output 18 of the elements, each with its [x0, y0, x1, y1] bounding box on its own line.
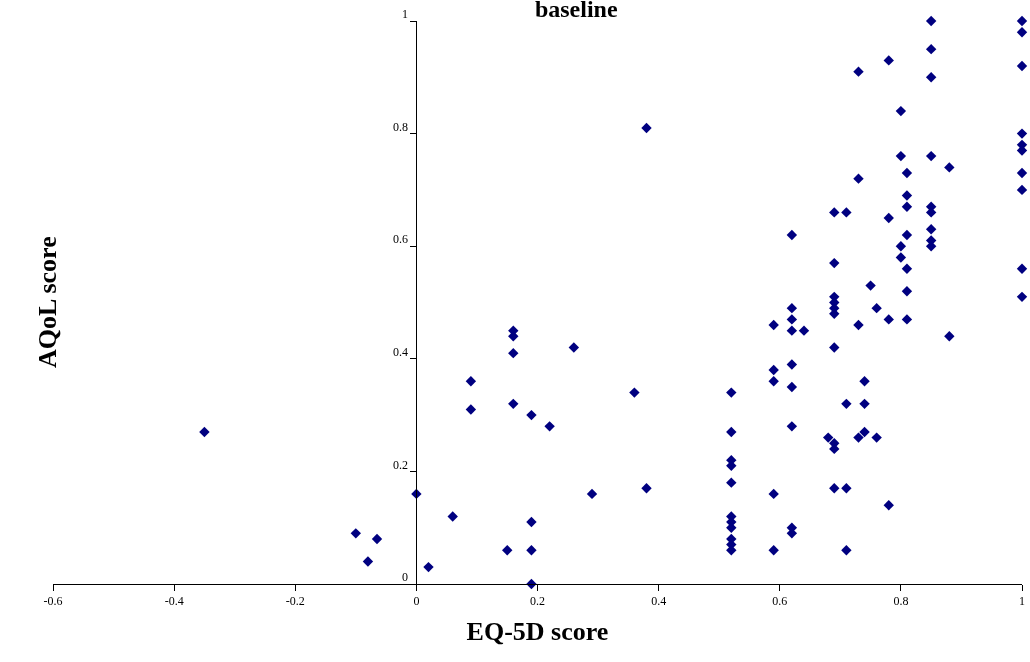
x-tick-label: -0.4: [164, 594, 184, 609]
x-tick-label: 0.6: [772, 594, 788, 609]
y-tick-label: 0: [401, 570, 408, 585]
y-tick-label: 0.6: [392, 232, 408, 247]
y-axis-title: AQoL score: [33, 236, 62, 368]
x-axis-title: EQ-5D score: [466, 617, 609, 647]
chart-title: baseline: [534, 0, 618, 22]
y-tick-label: 0.4: [392, 345, 408, 359]
x-tick-label: 0.8: [893, 594, 909, 609]
x-tick-label: -0.2: [285, 594, 305, 609]
x-tick-label: 0.2: [530, 594, 545, 609]
x-tick-label: -0.6: [43, 594, 63, 609]
y-tick-label: 0.8: [392, 119, 408, 134]
y-tick-label: 1: [401, 7, 408, 22]
x-tick-label: 0: [413, 594, 420, 609]
x-tick-label: 1: [1019, 594, 1025, 609]
x-tick-label: 0.4: [651, 594, 667, 609]
y-tick-label: 0.2: [392, 457, 408, 472]
